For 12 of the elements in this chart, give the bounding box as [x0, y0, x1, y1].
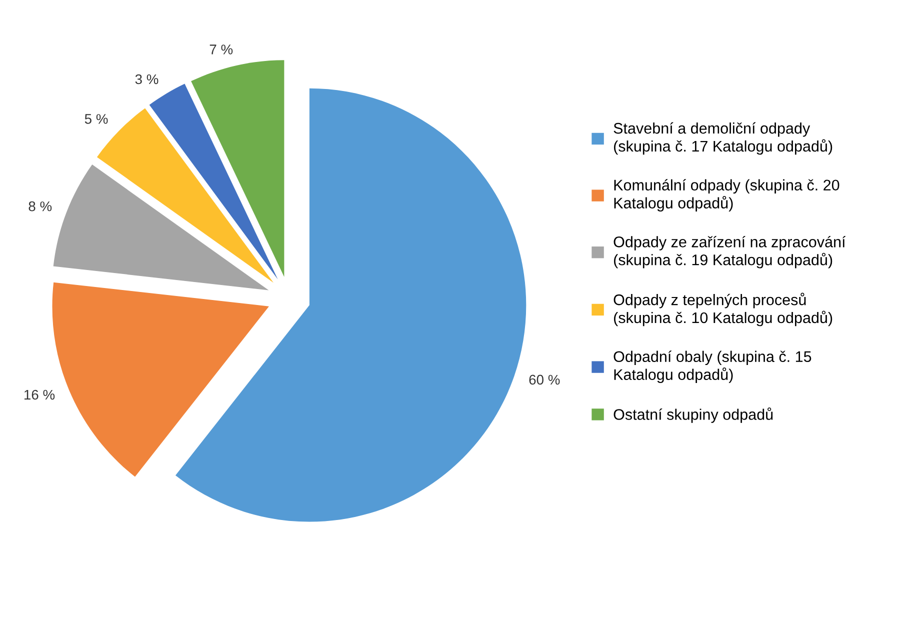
legend-label: Stavební a demoliční odpady (skupina č. 17 Katalogu odpadů): [614, 122, 832, 155]
data-label: 16 %: [24, 390, 55, 400]
data-label: 7 %: [210, 44, 233, 54]
data-label: 60 %: [529, 374, 560, 385]
data-label: 5 %: [84, 114, 108, 124]
legend-label: Komunální odpady (skupina č. 20 Katalogu odpadů): [614, 179, 840, 212]
legend-label: Odpady ze zařízení na zpracování (skupina č. 19 Katalogu odpadů): [614, 236, 846, 268]
legend-label: Ostatní skupiny odpadů: [614, 407, 773, 423]
legend-label: Odpady z tepelných procesů (skupina č. 10 Katalogu odpadů): [614, 292, 832, 326]
legend-label: Odpadní obaly (skupina č. 15 Katalogu odpadů): [614, 350, 812, 383]
data-label: 8 %: [28, 201, 52, 212]
data-label: 3 %: [135, 74, 158, 84]
